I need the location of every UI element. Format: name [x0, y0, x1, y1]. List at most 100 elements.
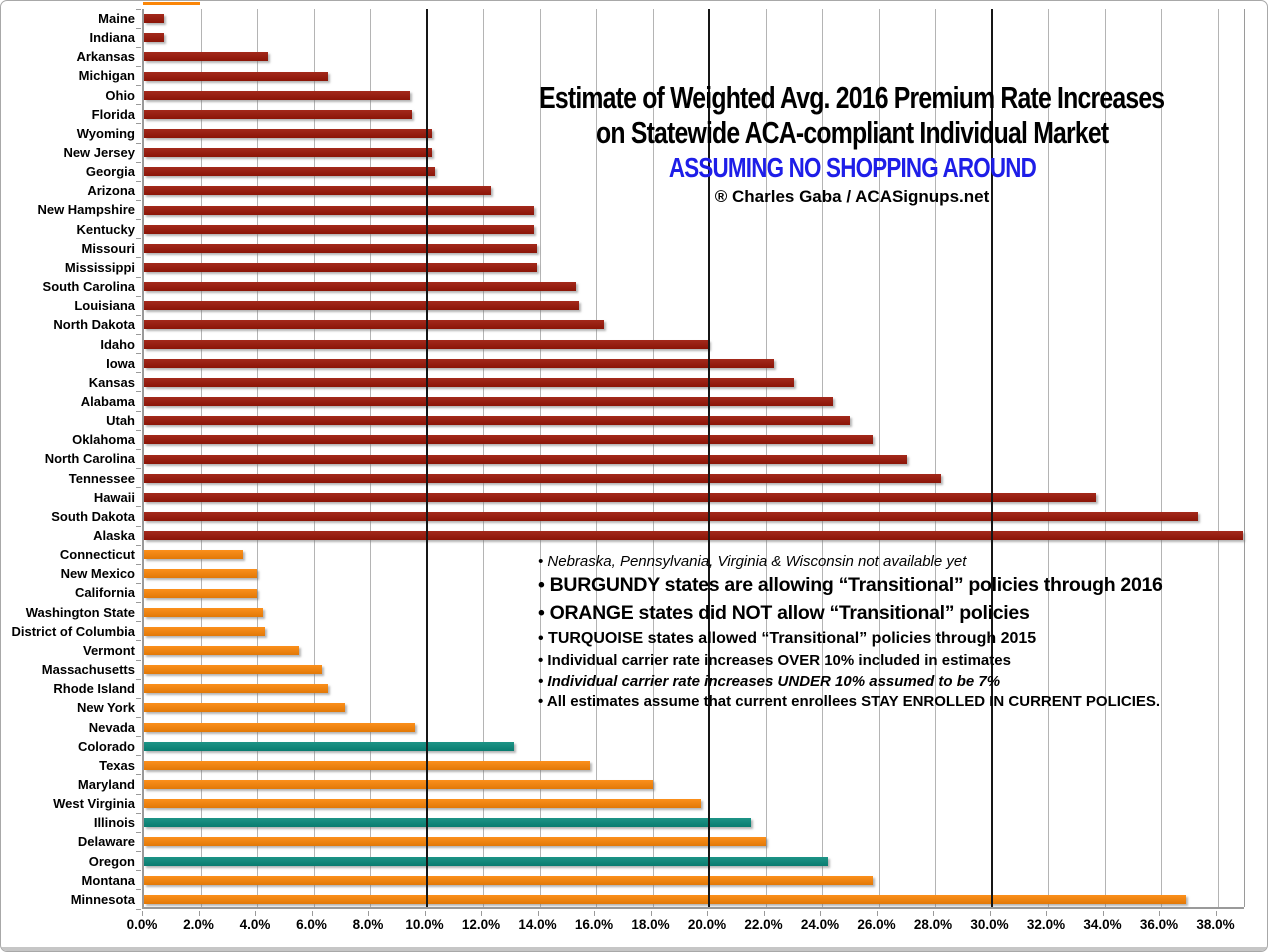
y-label-utah: Utah [106, 413, 135, 429]
bar-connecticut [144, 550, 243, 560]
annotation-line-4: • TURQUOISE states allowed “Transitional… [538, 630, 1037, 647]
bar-delaware [144, 837, 766, 847]
plot-area [142, 9, 1245, 909]
dark-gridline-10pct [425, 9, 428, 907]
y-label-oregon: Oregon [88, 853, 135, 869]
y-label-illinois: Illinois [93, 815, 135, 831]
bar-oregon [144, 856, 828, 866]
y-label-south-dakota: South Dakota [51, 508, 135, 524]
y-label-oklahoma: Oklahoma [72, 432, 135, 448]
y-axis-tick [136, 161, 141, 163]
chart-subtitle: ASSUMING NO SHOPPING AROUND [668, 152, 1036, 184]
y-axis-tick [136, 889, 141, 891]
y-axis-tick [136, 563, 141, 565]
gridline-38pct [1217, 9, 1219, 907]
x-axis-tick-6 [311, 911, 313, 916]
y-axis-tick [136, 27, 141, 29]
y-label-vermont: Vermont [82, 642, 135, 658]
x-axis-tick-34 [1102, 911, 1104, 916]
x-axis-tick-2 [198, 911, 200, 916]
bar-alabama [144, 397, 834, 407]
y-label-washington-state: Washington State [25, 604, 135, 620]
y-axis-tick [136, 85, 141, 87]
bar-wyoming [144, 128, 433, 138]
x-label-18pct: 18.0% [631, 917, 670, 932]
y-label-rhode-island: Rhode Island [53, 681, 135, 697]
y-axis-tick [136, 831, 141, 833]
x-label-22pct: 22.0% [744, 917, 783, 932]
y-label-massachusetts: Massachusetts [41, 662, 135, 678]
y-label-delaware: Delaware [77, 834, 135, 850]
annotation-block: • Nebraska, Pennsylvania, Virginia & Wis… [538, 553, 1250, 714]
y-axis-tick [136, 582, 141, 584]
y-label-missouri: Missouri [81, 240, 135, 256]
y-label-arizona: Arizona [87, 183, 135, 199]
x-label-16pct: 16.0% [574, 917, 614, 932]
chart-title-line2: on Statewide ACA-compliant Individual Ma… [595, 114, 1109, 150]
y-label-north-carolina: North Carolina [44, 451, 135, 467]
frame-bottom-edge [1, 947, 1267, 951]
x-axis-tick-22 [763, 911, 765, 916]
y-axis-tick [136, 851, 141, 853]
x-label-28pct: 28.0% [913, 917, 953, 932]
y-axis-tick [136, 104, 141, 106]
x-axis-tick-28 [933, 911, 934, 916]
bar-georgia [144, 167, 435, 177]
bar-montana [144, 875, 873, 885]
y-label-new-york: New York [76, 700, 135, 716]
x-label-0pct: 0.0% [126, 917, 158, 932]
bar-maryland [144, 780, 653, 790]
y-axis-tick [136, 65, 141, 67]
bar-alaska [144, 531, 1243, 541]
bar-south-dakota [144, 511, 1198, 521]
bar-colorado [144, 741, 515, 751]
x-axis-tick-20 [707, 911, 708, 916]
y-label-west-virginia: West Virginia [53, 796, 135, 812]
bar-michigan [144, 71, 328, 81]
y-axis-tick [136, 908, 141, 910]
y-axis-tick [136, 238, 141, 240]
annotation-line-5: • Individual carrier rate increases OVER… [538, 652, 1011, 669]
x-axis-tick-24 [820, 911, 821, 916]
y-label-new-mexico: New Mexico [60, 566, 135, 582]
bar-new-jersey [144, 148, 433, 158]
y-label-colorado: Colorado [77, 738, 135, 754]
annotation-line-1: • Nebraska, Pennsylvania, Virginia & Wis… [538, 553, 967, 570]
y-axis-tick [136, 334, 141, 336]
x-axis-tick-16 [594, 911, 595, 916]
bar-district-of-columbia [144, 626, 266, 636]
bar-west-virginia [144, 799, 701, 809]
gridline-34pct [1104, 9, 1106, 907]
x-label-30pct: 30.0% [970, 917, 1009, 932]
bar-rhode-island [144, 684, 328, 694]
y-axis-tick [136, 372, 141, 374]
y-axis-tick [136, 717, 141, 718]
y-label-arkansas: Arkansas [76, 49, 135, 65]
y-axis-tick [136, 640, 141, 642]
y-axis-tick [136, 180, 141, 182]
dark-gridline-20pct [708, 9, 710, 907]
y-axis-tick [136, 755, 141, 757]
y-label-maine: Maine [98, 11, 135, 26]
y-axis-tick [136, 295, 141, 297]
bar-nevada [144, 722, 416, 732]
y-label-new-jersey: New Jersey [63, 145, 135, 161]
bar-arizona [144, 186, 492, 196]
y-axis-tick [136, 257, 141, 259]
bar-massachusetts [144, 665, 322, 675]
bar-new-mexico [144, 569, 257, 579]
x-axis-tick-8 [368, 911, 369, 916]
y-label-wyoming: Wyoming [76, 125, 135, 141]
y-axis-tick [136, 219, 141, 221]
bar-texas [144, 760, 591, 770]
y-axis-tick [136, 123, 141, 125]
bar-illinois [144, 818, 752, 828]
x-label-14pct: 14.0% [518, 917, 557, 932]
y-label-new-hampshire: New Hampshire [37, 202, 135, 218]
bar-north-dakota [144, 320, 605, 330]
y-label-indiana: Indiana [89, 30, 135, 46]
clipped-top-bar [143, 2, 200, 5]
bar-new-hampshire [144, 205, 534, 215]
dark-gridline-30pct [990, 9, 993, 907]
x-label-26pct: 26.0% [857, 917, 896, 932]
